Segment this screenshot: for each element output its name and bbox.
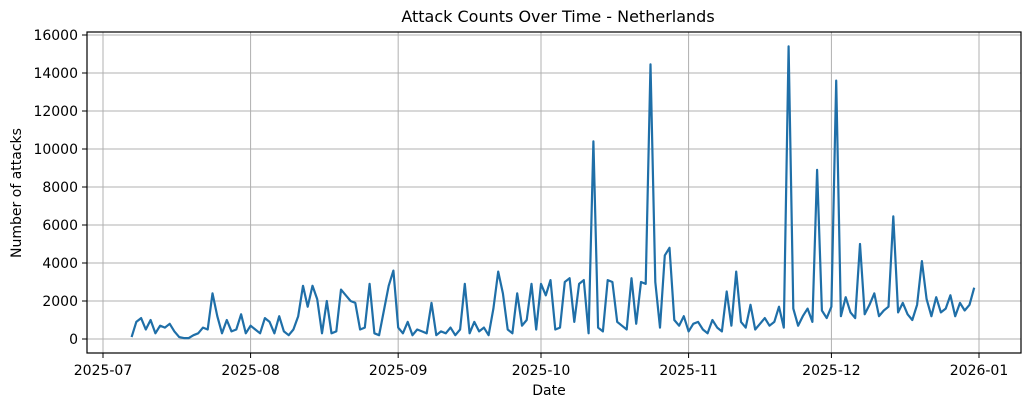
plot-frame — [86, 31, 1022, 354]
x-tick-label: 2025-08 — [221, 363, 280, 379]
axis-ticks: 0 2000 4000 6000 8000 10000 12000 14000 16000 202… — [33, 28, 1008, 379]
x-tick-label: 2026-01 — [950, 363, 1009, 379]
y-tick-label: 6000 — [42, 218, 78, 234]
x-tick-label: 2025-12 — [802, 363, 861, 379]
y-tick-label: 0 — [69, 332, 78, 348]
x-axis-label: Date — [532, 383, 565, 399]
y-tick-label: 10000 — [33, 142, 78, 158]
x-tick-label: 2025-09 — [369, 363, 428, 379]
y-tick-label: 12000 — [33, 104, 78, 120]
y-tick-label: 2000 — [42, 294, 78, 310]
series-line — [130, 45, 976, 340]
y-tick-label: 14000 — [33, 66, 78, 82]
y-tick-label: 8000 — [42, 180, 78, 196]
chart-title: Attack Counts Over Time - Netherlands — [401, 7, 714, 26]
y-axis-label: Number of attacks — [9, 128, 25, 258]
grid — [87, 32, 1021, 353]
attacks-line — [130, 45, 976, 340]
y-tick-label: 16000 — [33, 28, 78, 44]
x-tick-label: 2025-10 — [512, 363, 571, 379]
x-tick-label: 2025-07 — [74, 363, 133, 379]
y-tick-label: 4000 — [42, 256, 78, 272]
x-tick-label: 2025-11 — [659, 363, 718, 379]
